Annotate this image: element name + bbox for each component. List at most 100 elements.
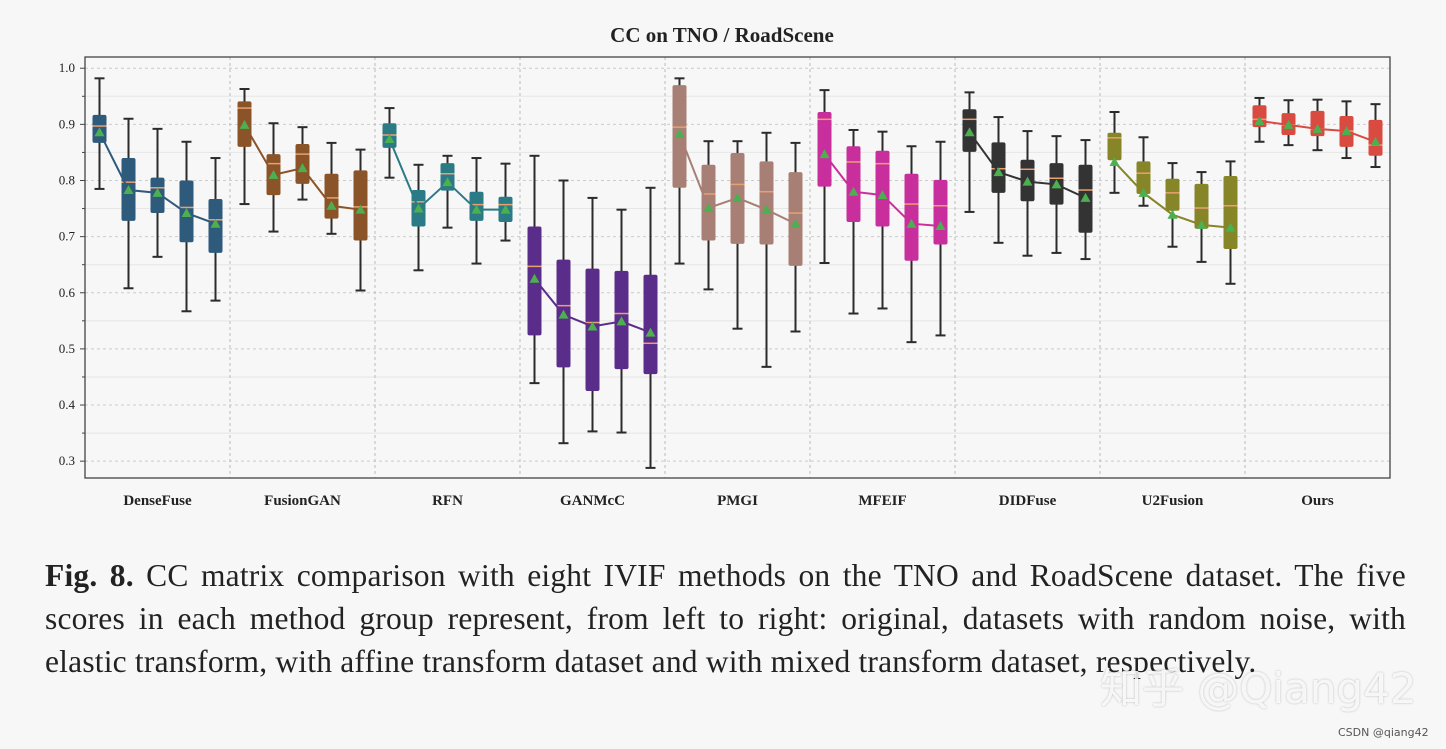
group-label-didfuse: DIDFuse xyxy=(999,493,1057,509)
group-label-fusiongan: FusionGAN xyxy=(264,493,341,509)
mean-marker xyxy=(790,218,801,228)
group-ganmcc xyxy=(527,154,658,469)
box xyxy=(730,140,745,330)
group-label-pmgi: PMGI xyxy=(717,493,758,509)
mean-marker xyxy=(1196,219,1207,229)
mean-marker xyxy=(877,190,888,200)
box-body xyxy=(701,164,716,241)
caption-label: Fig. 8. xyxy=(45,558,134,593)
mean-marker xyxy=(94,127,105,137)
mean-marker xyxy=(210,218,221,228)
mean-marker xyxy=(1283,119,1294,129)
mean-marker xyxy=(123,185,134,195)
box xyxy=(1049,135,1064,254)
mean-marker xyxy=(1109,156,1120,166)
boxes xyxy=(92,77,1383,469)
mean-marker xyxy=(1370,136,1381,146)
box-body xyxy=(1194,183,1209,229)
mean-marker xyxy=(471,204,482,214)
box xyxy=(1194,171,1209,263)
mean-marker xyxy=(529,273,540,283)
box xyxy=(701,140,716,291)
mean-marker xyxy=(616,316,627,326)
box xyxy=(1107,111,1122,194)
box xyxy=(759,131,774,368)
mean-marker xyxy=(181,208,192,218)
mean-marker xyxy=(384,133,395,143)
box xyxy=(498,162,513,242)
box-body xyxy=(1223,176,1238,249)
mean-marker xyxy=(1138,187,1149,197)
mean-marker xyxy=(587,321,598,331)
mean-marker xyxy=(442,177,453,187)
box xyxy=(846,128,861,315)
box-body xyxy=(1165,178,1180,211)
mean-marker xyxy=(1312,123,1323,133)
box xyxy=(324,141,339,235)
y-tick-label: 0.9 xyxy=(59,116,75,131)
group-separators xyxy=(229,57,1246,478)
caption-text: CC matrix comparison with eight IVIF met… xyxy=(45,558,1406,679)
mean-marker xyxy=(1254,115,1265,125)
group-pmgi xyxy=(672,77,803,368)
box-body xyxy=(846,146,861,223)
box xyxy=(991,116,1006,244)
mean-marker xyxy=(761,204,772,214)
group-mfeif xyxy=(817,89,948,344)
y-tick-label: 0.4 xyxy=(59,397,76,412)
mean-marker xyxy=(993,167,1004,177)
group-label-ours: Ours xyxy=(1301,493,1334,509)
box-body xyxy=(1107,132,1122,161)
mean-marker xyxy=(1080,192,1091,202)
group-label-rfn: RFN xyxy=(432,493,463,509)
box-body xyxy=(1136,161,1151,194)
box xyxy=(585,196,600,433)
box-body xyxy=(759,161,774,245)
box xyxy=(1165,162,1180,248)
box-plot-chart: CC on TNO / RoadScene 0.3 0.4 0.5 0.6 0.7 0.8… xyxy=(59,23,1391,509)
mean-marker xyxy=(1022,176,1033,186)
mean-marker xyxy=(964,127,975,137)
y-tick-label: 1.0 xyxy=(59,60,75,75)
mean-marker xyxy=(326,200,337,210)
mean-marker xyxy=(703,202,714,212)
mean-marker xyxy=(732,192,743,202)
mean-marker xyxy=(1225,222,1236,232)
box xyxy=(933,140,948,337)
mean-marker xyxy=(1341,126,1352,136)
y-tick-label: 0.5 xyxy=(59,341,75,356)
group-densefuse xyxy=(92,77,223,313)
group-didfuse xyxy=(962,91,1093,261)
chart-title: CC on TNO / RoadScene xyxy=(610,23,834,47)
y-tick-label: 0.6 xyxy=(59,285,76,300)
box-body xyxy=(324,173,339,219)
mean-marker xyxy=(297,163,308,173)
box xyxy=(875,130,890,310)
y-tick-label: 0.3 xyxy=(59,453,75,468)
plot-frame xyxy=(84,56,1391,479)
group-label-densefuse: DenseFuse xyxy=(123,493,192,509)
mean-marker xyxy=(674,128,685,138)
mean-marker xyxy=(645,327,656,337)
box-body xyxy=(933,179,948,245)
box xyxy=(121,117,136,290)
watermark: 知乎 @Qiang42 xyxy=(1100,664,1417,713)
mean-marker xyxy=(268,169,279,179)
mean-marker xyxy=(355,204,366,214)
mean-marker xyxy=(1051,179,1062,189)
box-body xyxy=(643,274,658,375)
y-tick-label: 0.8 xyxy=(59,172,75,187)
box xyxy=(179,140,194,313)
mean-marker xyxy=(500,204,511,214)
y-axis: 0.3 0.4 0.5 0.6 0.7 0.8 0.9 1.0 xyxy=(59,60,85,468)
group-u2fusion xyxy=(1107,111,1238,285)
box-body xyxy=(904,173,919,261)
mean-marker xyxy=(413,203,424,213)
box xyxy=(788,141,803,333)
box xyxy=(353,148,368,292)
box xyxy=(237,87,252,206)
mean-marker xyxy=(152,187,163,197)
mean-marker xyxy=(819,149,830,159)
mean-marker xyxy=(1167,209,1178,219)
group-rfn xyxy=(382,107,513,272)
